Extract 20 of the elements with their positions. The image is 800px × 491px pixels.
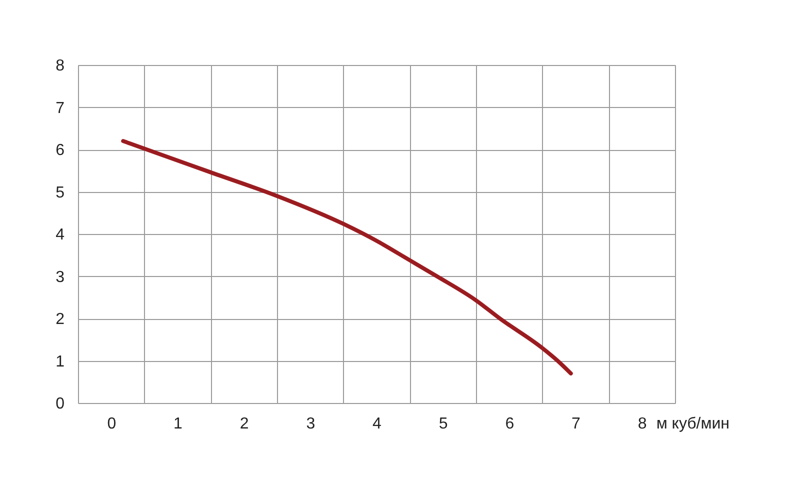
y-tick-label: 8 xyxy=(56,58,65,74)
x-tick-label: 6 xyxy=(505,416,514,432)
y-tick-label: 1 xyxy=(56,353,65,370)
y-tick-label: 7 xyxy=(56,100,65,117)
y-tick-label: 0 xyxy=(56,396,65,412)
y-tick-label: 3 xyxy=(56,268,65,286)
x-tick-label: 5 xyxy=(438,416,448,432)
x-tick-label: 1 xyxy=(174,416,183,432)
x-axis-title: м куб/мин xyxy=(656,416,730,432)
x-tick-label: 8 xyxy=(638,416,647,432)
x-tick-label: 7 xyxy=(572,416,581,432)
y-tick-label: 5 xyxy=(56,184,65,202)
y-tick-label: 6 xyxy=(56,142,65,159)
x-tick-label: 2 xyxy=(240,416,249,432)
x-tick-label: 3 xyxy=(306,416,316,432)
line-series xyxy=(121,139,573,376)
y-tick-label: 2 xyxy=(56,311,65,328)
x-tick-label: 0 xyxy=(107,416,116,432)
x-tick-label: 4 xyxy=(372,416,382,432)
y-tick-label: 4 xyxy=(56,226,65,244)
